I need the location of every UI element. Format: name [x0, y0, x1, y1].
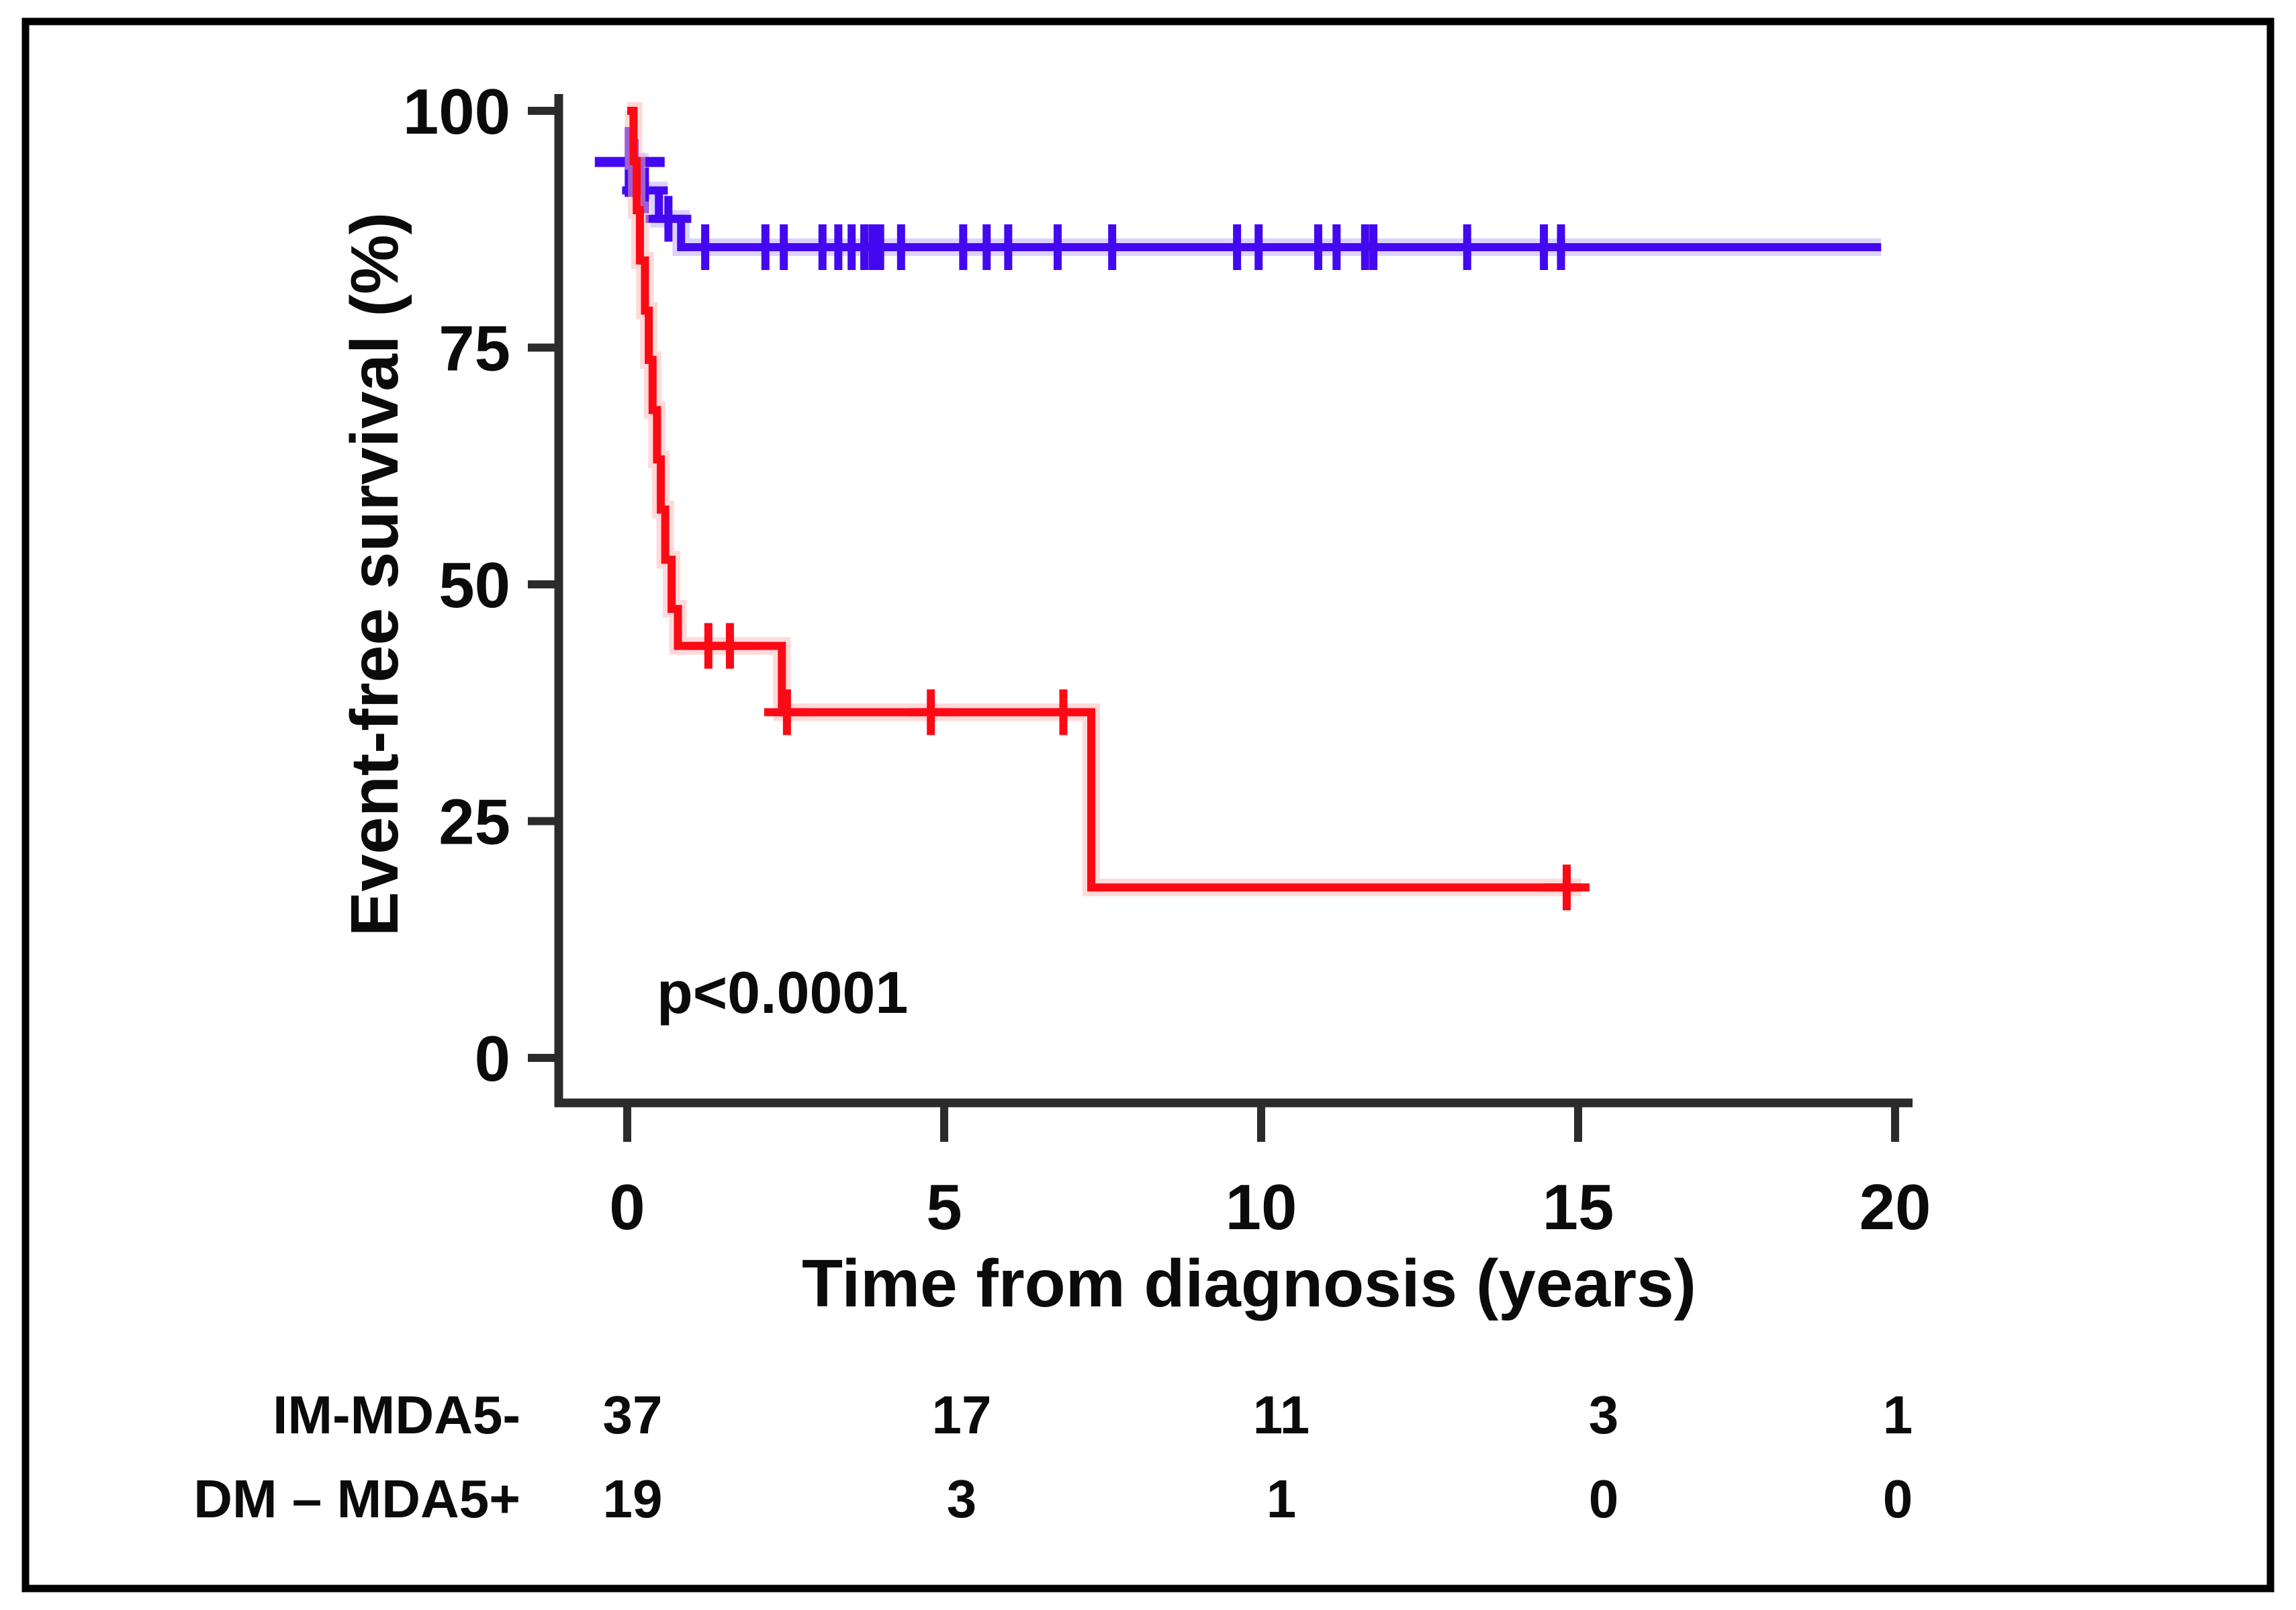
y-tick-label: 100	[403, 76, 510, 148]
censor-mark	[706, 623, 753, 669]
censor-mark	[764, 689, 810, 735]
censor-mark	[1444, 224, 1490, 271]
censor-mark	[1544, 864, 1590, 911]
risk-count: 37	[603, 1385, 663, 1445]
plot-series	[594, 102, 1882, 911]
censor-mark	[1538, 224, 1584, 271]
risk-row-label: IM-MDA5-	[273, 1385, 520, 1445]
y-tick-label: 75	[439, 313, 510, 385]
series-path-DM - MDA5+	[627, 107, 1581, 892]
censor-mark	[1089, 224, 1136, 271]
axes: 0 25 50 75 100 0 5 10 15 20	[403, 76, 1931, 1243]
x-tick-label: 15	[1543, 1171, 1614, 1243]
x-tick-label: 0	[609, 1171, 645, 1243]
y-tick-label: 0	[475, 1023, 510, 1095]
figure-border	[21, 17, 2275, 1593]
risk-count: 0	[1883, 1469, 1913, 1529]
censor-mark	[682, 224, 729, 271]
risk-count: 19	[603, 1469, 663, 1529]
censor-mark	[1350, 224, 1397, 271]
risk-count: 3	[947, 1469, 977, 1529]
risk-count: 1	[1883, 1385, 1913, 1445]
risk-count: 0	[1589, 1469, 1619, 1529]
x-axis-title: Time from diagnosis (years)	[802, 1246, 1696, 1321]
censor-mark	[1236, 224, 1282, 271]
risk-count: 17	[932, 1385, 992, 1445]
p-value-annotation: p<0.0001	[657, 959, 908, 1026]
risk-count: 1	[1267, 1469, 1297, 1529]
risk-table: IM-MDA5- 37 17 11 3 1 DM – MDA5+ 19 3 1 0 0	[193, 1385, 1913, 1529]
censor-mark	[985, 224, 1031, 271]
y-tick-label: 25	[439, 787, 510, 858]
censor-mark	[878, 224, 924, 271]
x-tick-label: 20	[1859, 1171, 1931, 1243]
censor-mark	[908, 689, 954, 735]
censor-mark	[1040, 689, 1087, 735]
risk-count: 3	[1589, 1385, 1619, 1445]
series-glow-DM - MDA5+	[625, 102, 1581, 897]
y-tick-label: 50	[439, 549, 510, 621]
x-tick-label: 5	[926, 1171, 962, 1243]
risk-row-label: DM – MDA5+	[193, 1469, 520, 1529]
censor-mark	[1034, 224, 1081, 271]
censor-mark	[761, 224, 807, 271]
series-glow-IM-MDA5-	[627, 153, 1882, 257]
x-tick-label: 10	[1226, 1171, 1297, 1243]
y-axis-title: Event-free survival (%)	[337, 212, 412, 936]
series-path-IM-MDA5-	[627, 158, 1882, 252]
censor-mark	[645, 195, 692, 242]
risk-count: 11	[1253, 1385, 1310, 1445]
